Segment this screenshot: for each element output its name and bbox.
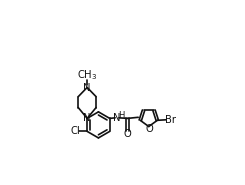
Text: O: O bbox=[124, 129, 132, 139]
Text: $\rm CH_3$: $\rm CH_3$ bbox=[77, 69, 98, 83]
Text: H: H bbox=[118, 111, 124, 120]
Text: N: N bbox=[83, 83, 91, 93]
Text: O: O bbox=[145, 124, 153, 134]
Text: N: N bbox=[113, 113, 121, 123]
Text: Cl: Cl bbox=[70, 126, 80, 136]
Text: N: N bbox=[83, 113, 91, 123]
Text: Br: Br bbox=[165, 115, 175, 125]
